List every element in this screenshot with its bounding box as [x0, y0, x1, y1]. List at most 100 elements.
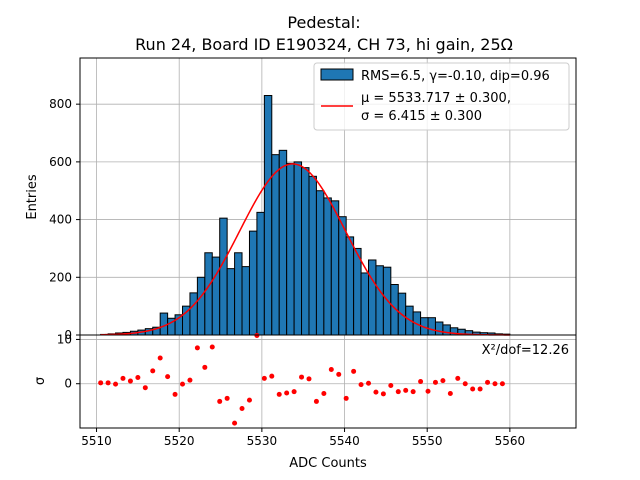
residual-point [194, 345, 200, 351]
residual-point [343, 395, 349, 401]
residual-point [455, 375, 461, 381]
residual-point [232, 420, 238, 426]
x-axis-label: ADC Counts [289, 456, 367, 471]
residual-point [321, 390, 327, 396]
residual-point [306, 376, 312, 382]
x-tick-label: 5550 [412, 434, 443, 448]
histogram-bar [427, 317, 436, 336]
residual-point [113, 381, 119, 387]
legend-box [313, 62, 570, 131]
fit-curve [100, 163, 510, 336]
chart-title: Pedestal: [287, 13, 360, 32]
y-tick-label: 0 [64, 328, 72, 342]
histogram-bar [434, 321, 444, 336]
residual-point [284, 390, 290, 396]
residual-plot-frame [79, 334, 577, 429]
residual-point [150, 368, 156, 374]
residual-point [165, 374, 171, 380]
residual-point [291, 389, 297, 395]
legend: RMS=6.5, γ=-0.10, dip=0.96 μ = 5533.717 … [313, 62, 570, 131]
histogram-bar [278, 149, 288, 336]
residual-point [440, 378, 446, 384]
residual-point [202, 364, 208, 370]
histogram-bar [234, 252, 243, 336]
histogram-bar [293, 161, 303, 336]
residual-point [492, 381, 498, 387]
residual-tick-label: 10 [57, 332, 72, 346]
residual-point [388, 382, 394, 388]
histogram-bar [308, 175, 317, 336]
residual-point [135, 375, 141, 381]
histogram-bar [368, 259, 377, 336]
residual-point [485, 379, 491, 385]
residual-point [157, 355, 163, 361]
residual-point [246, 397, 252, 403]
y-tick-label: 200 [49, 270, 72, 284]
residual-point [373, 389, 379, 395]
residual-point [180, 381, 186, 387]
residual-point [470, 386, 476, 392]
histogram-bar [301, 167, 310, 336]
residual-point [276, 391, 282, 397]
histogram-bar [189, 292, 198, 336]
residual-point [447, 390, 453, 396]
residual-point [499, 381, 505, 387]
histogram-bar [226, 268, 236, 336]
residual-point [351, 368, 357, 374]
residual-point [172, 391, 178, 397]
residual-point [269, 373, 275, 379]
residual-point [299, 374, 305, 380]
histogram-bar [338, 216, 347, 336]
residual-point [261, 375, 267, 381]
residual-point [217, 398, 223, 404]
residual-y-axis-label: σ [33, 377, 48, 385]
y-axis-label: Entries [25, 174, 40, 220]
residual-point [328, 367, 334, 373]
residual-point [187, 377, 193, 383]
legend-histogram-swatch [320, 68, 354, 81]
histogram-bar [204, 252, 213, 336]
residual-point [120, 375, 126, 381]
histogram-bar [345, 236, 355, 336]
residual-point [477, 386, 483, 392]
residual-point [380, 391, 386, 397]
residual-point [358, 382, 364, 388]
residual-point [313, 398, 319, 404]
histogram-bar [256, 211, 265, 336]
y-tick-label: 400 [49, 213, 72, 227]
fit-curve-group [100, 163, 510, 336]
residual-point [239, 406, 245, 412]
residual-tick-label: 0 [64, 377, 72, 391]
residual-point [462, 381, 468, 387]
legend-fit-label-line2: σ = 6.415 ± 0.300 [361, 109, 482, 124]
histogram-bar [286, 162, 295, 336]
histogram-bar [315, 190, 325, 336]
residual-point [418, 379, 424, 384]
x-tick-label: 5530 [247, 434, 278, 448]
residual-point [410, 389, 416, 395]
y-tick-label: 600 [49, 155, 72, 169]
residual-point [403, 387, 409, 393]
histogram-bar [219, 217, 228, 336]
residual-point [432, 379, 438, 385]
chart-subtitle: Run 24, Board ID E190324, CH 73, hi gain… [135, 35, 513, 54]
histogram-bar [323, 197, 332, 336]
residual-point [224, 395, 230, 401]
legend-histogram-label: RMS=6.5, γ=-0.10, dip=0.96 [361, 69, 550, 84]
residual-points [98, 332, 505, 426]
x-tick-label: 5540 [329, 434, 360, 448]
histogram-bar [375, 265, 384, 336]
residual-point [209, 344, 215, 350]
residual-point [98, 380, 104, 386]
chi2-label: X²/dof=12.26 [482, 343, 569, 358]
histogram-bar [196, 276, 206, 336]
histogram-bar [211, 256, 221, 336]
histogram-bar [360, 272, 370, 336]
y-tick-label: 800 [49, 97, 72, 111]
residual-point [336, 371, 342, 377]
histogram-bar [353, 247, 362, 336]
residual-point [105, 380, 111, 386]
histogram-bar [271, 154, 280, 336]
histogram-bar [263, 95, 273, 336]
